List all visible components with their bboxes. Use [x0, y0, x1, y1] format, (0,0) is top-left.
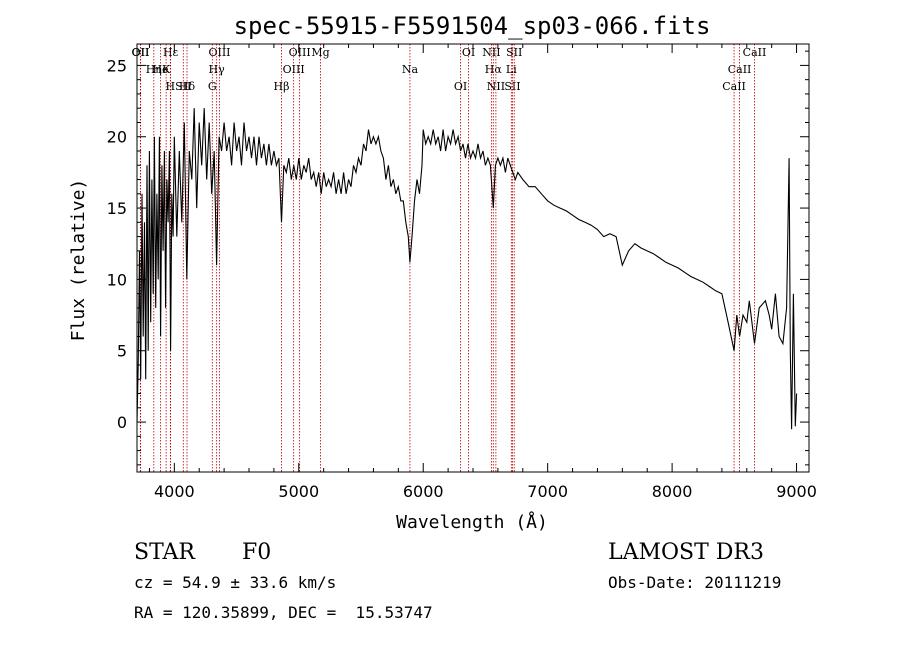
line-label-12: OIII	[289, 46, 311, 59]
redshift-velocity: cz = 54.9 ± 33.6 km/s	[134, 573, 337, 592]
series-layer	[136, 108, 798, 430]
line-label-15: Mg	[311, 46, 329, 59]
line-label-27: CaII	[743, 46, 767, 59]
line-label-23: NII	[487, 80, 505, 93]
observation-date: Obs-Date: 20111219	[608, 573, 782, 592]
line-label-19: Hα	[485, 63, 503, 76]
line-label-16: Na	[402, 63, 419, 76]
x-tick-label: 7000	[527, 482, 568, 501]
x-axis-label: Wavelength (Å)	[396, 511, 548, 533]
x-tick-label: 8000	[652, 482, 693, 501]
y-tick-label: 5	[117, 342, 127, 361]
axes: 4000 5000 6000 7000 8000 9000 0 5 10 15 20 25	[107, 44, 817, 501]
line-label-4: He	[152, 63, 168, 76]
line-label-10: Hγ	[209, 63, 226, 76]
line-label-3: OII	[132, 46, 150, 59]
line-label-24: SII	[506, 46, 522, 59]
line-label-22: Li	[506, 63, 517, 76]
line-label-18: OI	[462, 46, 475, 59]
line-label-21: NII	[482, 46, 500, 59]
line-label-25: CaII	[728, 63, 752, 76]
chart-title: spec-55915-F5591504_sp03-066.fits	[234, 12, 711, 40]
y-tick-label: 0	[117, 413, 127, 432]
plot-frame	[136, 43, 810, 473]
line-label-6: OII	[132, 46, 150, 59]
series-line-flux	[136, 108, 798, 430]
line-label-17: OI	[454, 80, 467, 93]
line-label-1: K	[162, 63, 171, 76]
x-tick-label: 6000	[403, 482, 444, 501]
x-tick-label: 5000	[278, 482, 319, 501]
x-tick-label: 9000	[776, 482, 817, 501]
survey-name: LAMOST DR3	[608, 540, 764, 565]
line-label-5: SII	[175, 80, 191, 93]
line-label-9: OIII	[208, 46, 230, 59]
line-label-8: H	[166, 80, 176, 93]
x-tick-label: 4000	[154, 482, 195, 501]
line-label-26: CaII	[722, 80, 746, 93]
line-label-11: G	[208, 80, 217, 93]
y-tick-label: 10	[107, 270, 127, 289]
line-label-20: SII	[504, 80, 520, 93]
spectral-line-markers: HεKHδOIIHeSIIOIIHηHOIIIHγGOIIIOIIIHβMgNa…	[132, 44, 767, 472]
ra-dec-coordinates: RA = 120.35899, DEC = 15.53747	[134, 603, 433, 622]
y-tick-label: 20	[107, 128, 127, 147]
object-class: STAR	[134, 540, 195, 565]
line-label-7: Hη	[146, 63, 162, 76]
line-label-14: Hβ	[274, 80, 290, 93]
line-label-13: OIII	[283, 63, 305, 76]
y-tick-label: 25	[107, 56, 127, 75]
y-axis-label: Flux (relative)	[68, 179, 89, 342]
y-tick-label: 15	[107, 199, 127, 218]
object-subclass: F0	[242, 540, 272, 565]
